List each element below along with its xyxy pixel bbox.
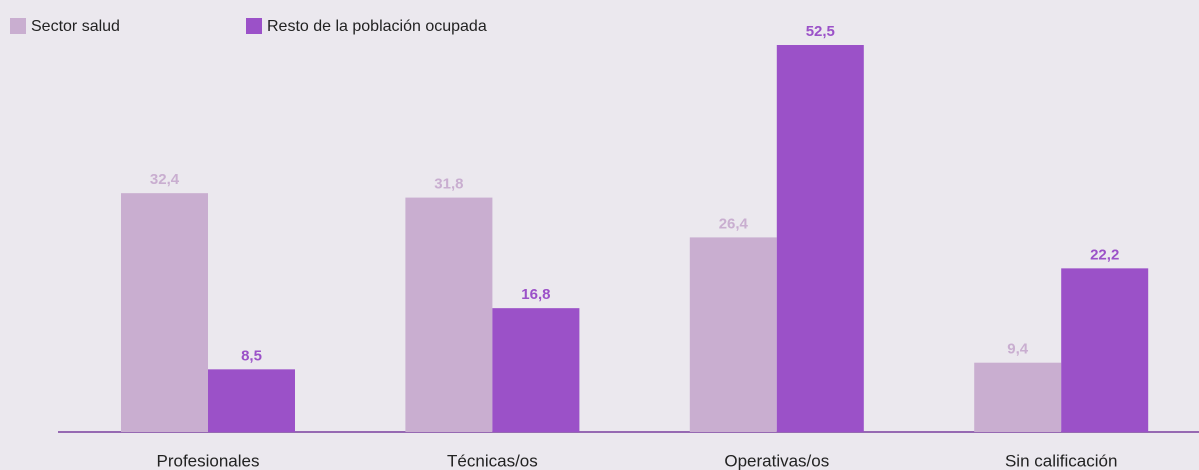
x-tick-label: Profesionales: [156, 451, 259, 470]
bar: [121, 193, 208, 432]
bar: [689, 237, 777, 432]
x-tick-label: Sin calificación: [1005, 451, 1117, 470]
value-label: 52,5: [806, 23, 835, 40]
x-tick-label: Operativas/os: [724, 451, 829, 470]
bar: [405, 197, 493, 432]
value-label: 16,8: [521, 286, 550, 303]
legend-swatch: [10, 18, 26, 34]
x-tick-label: Técnicas/os: [447, 451, 538, 470]
bar: [208, 369, 295, 432]
value-label: 22,2: [1090, 246, 1119, 263]
value-label: 31,8: [434, 176, 463, 193]
bar: [974, 362, 1062, 432]
value-label: 32,4: [150, 171, 180, 188]
value-label: 8,5: [241, 347, 262, 364]
value-label: 9,4: [1007, 341, 1029, 358]
bar: [492, 308, 580, 432]
legend-swatch: [246, 18, 262, 34]
value-label: 26,4: [719, 215, 749, 232]
bar: [776, 45, 864, 432]
bar: [1061, 268, 1149, 432]
legend-label: Resto de la población ocupada: [267, 18, 487, 35]
legend-label: Sector salud: [31, 18, 120, 35]
